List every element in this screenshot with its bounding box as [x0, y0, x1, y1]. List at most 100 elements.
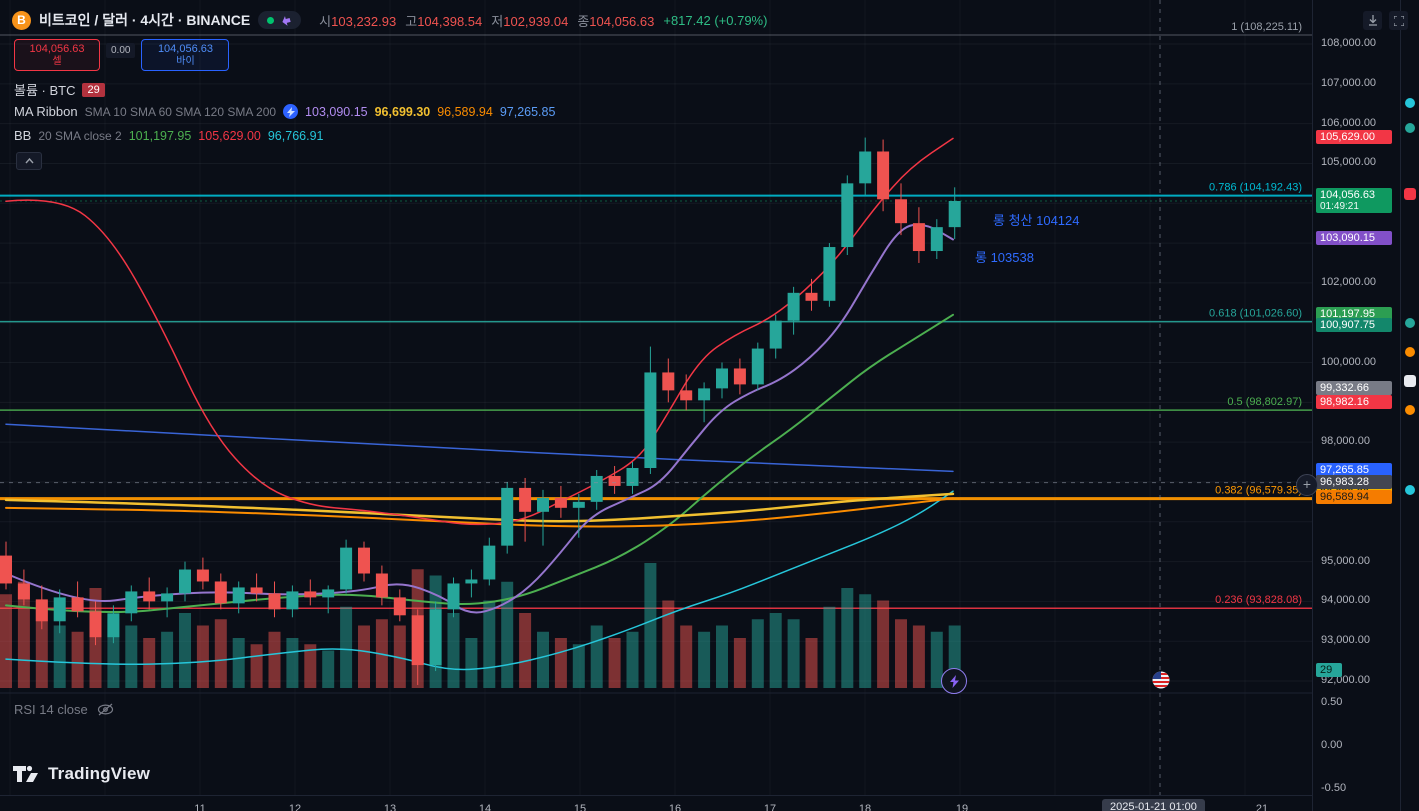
volume-value-badge: 29 — [82, 82, 105, 97]
indicator-boost-icon — [283, 104, 299, 119]
axis-marker-icon[interactable] — [1405, 405, 1415, 415]
time-axis[interactable]: 11 12 13 14 15 16 17 18 19 21 2025-01-21 01:00 — [0, 795, 1312, 811]
axis-marker-icon[interactable] — [1404, 188, 1416, 200]
eye-hidden-icon[interactable] — [97, 703, 114, 716]
volume-bar — [716, 625, 728, 688]
time-label: 16 — [668, 803, 682, 811]
volume-bar — [537, 631, 549, 688]
candle-body — [680, 390, 693, 401]
market-status-pill[interactable] — [258, 11, 302, 29]
volume-bar — [340, 606, 353, 688]
bb-basis-line — [5, 313, 954, 613]
maximize-pane-button[interactable] — [1389, 11, 1408, 30]
volume-bar — [877, 600, 890, 688]
price-label: 92,000.00 — [1321, 674, 1370, 686]
rsi-legend[interactable]: RSI 14 close — [14, 702, 114, 717]
bollinger-legend[interactable]: BB 20 SMA close 2 101,197.95 105,629.00 … — [14, 128, 324, 143]
candle-body — [912, 223, 925, 252]
price-badge: 100,907.75 — [1316, 318, 1392, 333]
chevron-up-icon — [24, 158, 34, 164]
collapse-legend-button[interactable] — [16, 152, 42, 170]
axis-marker-icon[interactable] — [1405, 485, 1415, 495]
candle-body — [179, 569, 191, 594]
axis-marker-icon[interactable] — [1405, 318, 1415, 328]
candle-body — [71, 597, 84, 612]
price-label: 95,000.00 — [1321, 554, 1370, 567]
volume-bar — [143, 638, 156, 688]
price-badge: 98,982.16 — [1316, 395, 1392, 410]
sma60-value: 96,699.30 — [374, 104, 431, 119]
axis-marker-icon[interactable] — [1405, 123, 1415, 133]
volume-bar — [895, 619, 907, 688]
crosshair-plus-button[interactable]: + — [1296, 474, 1318, 496]
volume-legend[interactable]: 볼륨 · BTC 29 — [14, 80, 105, 99]
candle-body — [733, 368, 746, 385]
axis-marker-icon[interactable] — [1405, 347, 1415, 357]
share-icon — [282, 16, 291, 26]
volume-bar — [608, 638, 621, 688]
volume-bar — [662, 600, 675, 688]
candle-body — [107, 613, 120, 638]
time-label: 21 — [1255, 803, 1269, 811]
candle-body — [644, 372, 657, 469]
price-badge: 97,265.85 — [1316, 463, 1392, 478]
candle-body — [572, 501, 585, 508]
candle-body — [322, 589, 335, 598]
volume-bar — [322, 650, 335, 688]
candle-body — [340, 547, 353, 590]
price-label: 105,000.00 — [1321, 156, 1377, 169]
fib-label: 0.5 (98,802.97) — [1227, 396, 1302, 408]
candle-body — [662, 372, 675, 391]
candle-body — [447, 583, 460, 610]
candle-body — [375, 573, 388, 598]
right-marker-strip — [1400, 0, 1419, 811]
sma200-value: 97,265.85 — [499, 104, 556, 119]
sma-60-line — [4, 492, 955, 523]
volume-bar — [787, 619, 800, 688]
fib-label: 0.618 (101,026.60) — [1209, 308, 1302, 320]
lightning-marker-icon[interactable] — [941, 668, 967, 694]
candle-body — [483, 545, 496, 580]
volume-bar — [769, 613, 782, 688]
candle-body — [17, 583, 30, 600]
candle-body — [89, 611, 102, 638]
scale-label: 0.50 — [1321, 696, 1343, 708]
volume-bar — [501, 581, 514, 688]
time-label: 15 — [573, 803, 587, 811]
us-flag-marker-icon[interactable] — [1152, 671, 1170, 689]
axis-marker-icon[interactable] — [1404, 375, 1416, 387]
candle-body — [268, 593, 281, 610]
tradingview-logo[interactable]: TradingView — [12, 764, 150, 784]
ma-ribbon-legend[interactable]: MA Ribbon SMA 10 SMA 60 SMA 120 SMA 200 … — [14, 104, 556, 119]
candle-body — [161, 593, 174, 602]
price-axis[interactable]: 108,000.00 107,000.00 106,000.00 105,000.00… — [1312, 0, 1401, 811]
crosshair-date-badge: 2025-01-21 01:00 — [1102, 799, 1205, 811]
time-label: 18 — [858, 803, 872, 811]
candle-body — [0, 555, 12, 584]
spread-value: 0.00 — [106, 43, 136, 58]
price-badge: 105,629.00 — [1316, 130, 1392, 145]
candle-body — [393, 597, 406, 616]
sell-button[interactable]: 104,056.63 셀 — [14, 39, 100, 71]
candle-body — [429, 609, 442, 666]
candle-body — [877, 151, 890, 200]
buy-button[interactable]: 104,056.63 바이 — [141, 39, 230, 71]
candlestick-chart[interactable]: 1 (108,225.11) 0.786 (104,192.43) 0.618 (1… — [0, 0, 1312, 811]
candle-body — [519, 487, 532, 512]
symbol-header: B 비트코인 / 달러 · 4시간 · BINANCE 시103,232.93 … — [12, 10, 767, 30]
volume-bar — [590, 625, 603, 688]
scroll-to-recent-button[interactable] — [1363, 11, 1382, 30]
price-badge: 29 — [1316, 663, 1342, 677]
fib-label: 1 (108,225.11) — [1231, 21, 1302, 33]
symbol-title[interactable]: 비트코인 / 달러 · 4시간 · BINANCE — [39, 12, 251, 28]
axis-marker-icon[interactable] — [1405, 98, 1415, 108]
volume-bar — [0, 594, 12, 688]
candle-body — [286, 591, 299, 610]
candles — [0, 137, 961, 685]
volume-bar — [483, 600, 496, 688]
candle-body — [411, 615, 424, 666]
candle-body — [841, 183, 854, 248]
volume-bar — [751, 619, 764, 688]
candle-body — [143, 591, 156, 602]
